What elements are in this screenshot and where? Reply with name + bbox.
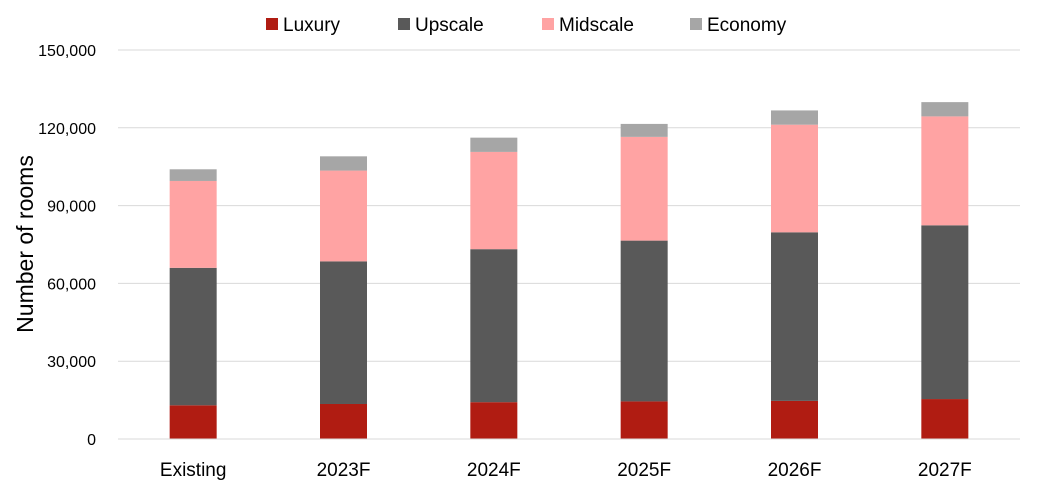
bars [169, 102, 969, 439]
bar-upscale-existing [169, 267, 217, 406]
y-tick-label: 0 [87, 432, 96, 449]
bar-luxury-2027f [921, 399, 969, 439]
x-tick-label: 2025F [617, 460, 671, 481]
bar-economy-2025f [620, 123, 668, 137]
y-axis-ticks: 0 30,000 60,000 90,000 120,000 150,000 [38, 43, 96, 449]
bar-upscale-2027f [921, 225, 969, 400]
bar-economy-2026f [771, 110, 818, 125]
bar-midscale-existing [169, 180, 217, 268]
bar-upscale-2026f [771, 232, 818, 401]
gridlines [118, 49, 1020, 362]
bar-midscale-2024f [470, 151, 518, 250]
legend-label-upscale: Upscale [415, 15, 484, 36]
bar-luxury-2023f [320, 403, 367, 439]
y-tick-label: 90,000 [47, 199, 96, 216]
x-tick-label: Existing [160, 460, 227, 481]
bar-luxury-existing [169, 405, 217, 439]
y-tick-label: 150,000 [38, 43, 96, 60]
legend: Luxury Upscale Midscale Economy [266, 15, 787, 36]
bar-economy-2024f [470, 137, 518, 152]
bar-luxury-2026f [771, 400, 818, 439]
bar-upscale-2024f [470, 249, 518, 403]
x-tick-label: 2026F [768, 460, 822, 481]
bar-economy-2027f [921, 102, 969, 117]
legend-swatch-midscale [542, 18, 554, 30]
bar-midscale-2026f [771, 124, 818, 233]
legend-swatch-upscale [398, 18, 410, 30]
legend-label-midscale: Midscale [559, 15, 634, 36]
bar-luxury-2025f [620, 401, 668, 439]
bar-midscale-2027f [921, 116, 969, 226]
bar-upscale-2023f [320, 261, 367, 404]
bar-luxury-2024f [470, 402, 518, 439]
y-tick-label: 120,000 [38, 121, 96, 138]
x-tick-label: 2023F [317, 460, 371, 481]
bar-midscale-2025f [620, 136, 668, 241]
bar-upscale-2025f [620, 240, 668, 402]
bar-midscale-2023f [320, 170, 367, 262]
x-tick-label: 2024F [467, 460, 521, 481]
y-tick-label: 30,000 [47, 354, 96, 371]
x-tick-label: 2027F [918, 460, 972, 481]
legend-label-economy: Economy [707, 15, 787, 36]
bar-economy-2023f [320, 156, 367, 171]
bar-economy-existing [169, 169, 217, 181]
legend-label-luxury: Luxury [283, 15, 341, 36]
y-tick-label: 60,000 [47, 276, 96, 293]
legend-swatch-luxury [266, 18, 278, 30]
x-axis-ticks: Existing 2023F 2024F 2025F 2026F 2027F [160, 460, 972, 481]
y-axis-title: Number of rooms [12, 155, 38, 333]
legend-swatch-economy [690, 18, 702, 30]
